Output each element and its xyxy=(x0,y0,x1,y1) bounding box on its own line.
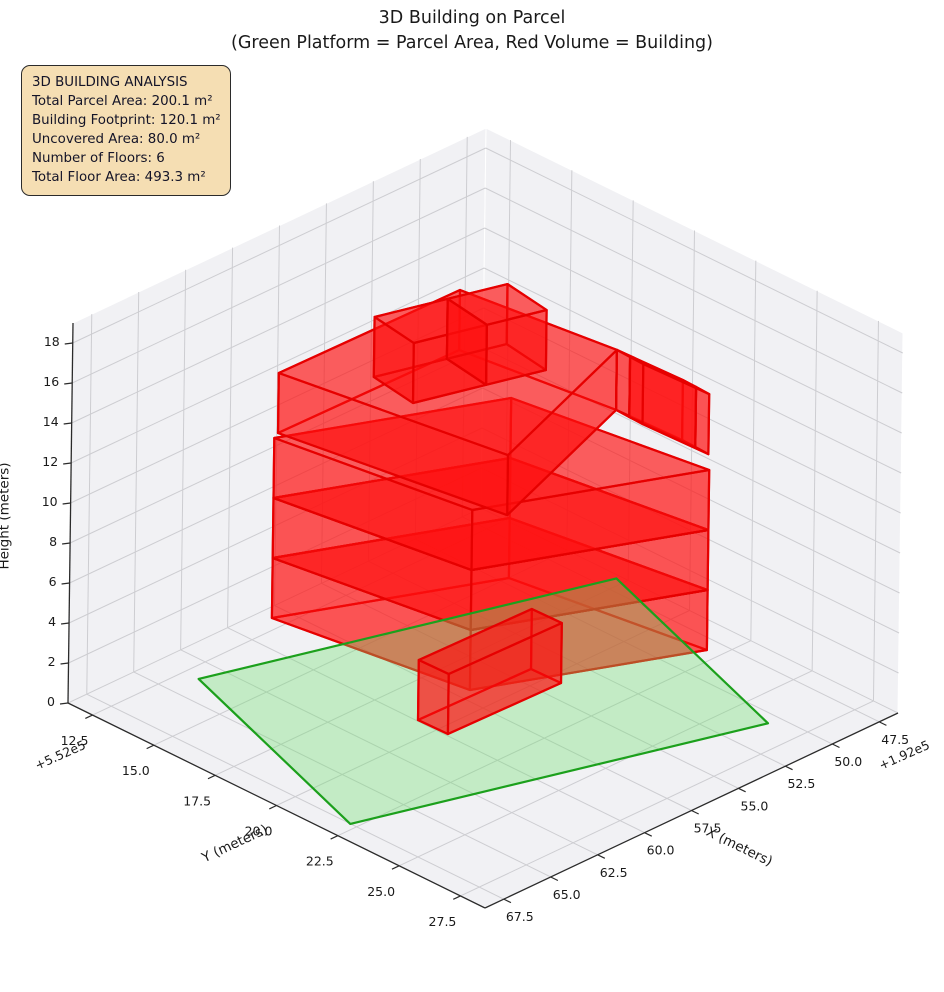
parcel-platform xyxy=(197,577,770,826)
svg-text:25.0: 25.0 xyxy=(367,884,395,899)
svg-text:57.5: 57.5 xyxy=(694,821,722,836)
info-line-floor-area: Total Floor Area: 493.3 m² xyxy=(32,170,206,185)
building-floor-4-annex-b xyxy=(628,355,711,456)
y-axis-label: Y (meters) xyxy=(198,822,270,867)
svg-text:0: 0 xyxy=(47,694,55,709)
svg-text:14: 14 xyxy=(43,414,59,429)
building-floor-5-b xyxy=(445,283,548,386)
svg-text:4: 4 xyxy=(48,614,56,629)
svg-text:60.0: 60.0 xyxy=(647,843,675,858)
svg-text:8: 8 xyxy=(49,534,57,549)
svg-text:20.0: 20.0 xyxy=(245,824,273,839)
x-axis-label: X (meters) xyxy=(704,824,775,870)
svg-text:2: 2 xyxy=(48,654,56,669)
building-floor-4 xyxy=(276,288,619,517)
building-floor-5-a xyxy=(372,297,488,405)
z-axis-label: Height (meters) xyxy=(0,462,13,569)
svg-text:55.0: 55.0 xyxy=(741,798,769,813)
svg-text:65.0: 65.0 xyxy=(553,887,581,902)
page-title: 3D Building on Parcel xyxy=(378,8,566,28)
building-ground-floor xyxy=(416,607,563,736)
svg-text:62.5: 62.5 xyxy=(600,865,628,880)
svg-text:12.5: 12.5 xyxy=(61,733,89,748)
page-subtitle: (Green Platform = Parcel Area, Red Volum… xyxy=(231,33,713,53)
svg-text:22.5: 22.5 xyxy=(306,854,334,869)
svg-text:50.0: 50.0 xyxy=(834,754,862,769)
info-line-heading: 3D BUILDING ANALYSIS xyxy=(32,75,188,90)
info-line-floors: Number of Floors: 6 xyxy=(32,151,165,166)
svg-text:47.5: 47.5 xyxy=(881,732,909,747)
axes-spines-ticks: 47.5 50.0 52.5 55.0 57.5 60.0 62.5 65.0 67.5 12.5… xyxy=(42,322,909,929)
building-floor-2 xyxy=(271,456,710,632)
grid-lines xyxy=(67,136,903,900)
svg-text:6: 6 xyxy=(49,574,57,589)
svg-text:52.5: 52.5 xyxy=(787,776,815,791)
building-floor-3 xyxy=(272,396,711,572)
svg-text:27.5: 27.5 xyxy=(429,914,457,929)
info-line-uncovered: Uncovered Area: 80.0 m² xyxy=(32,132,201,147)
info-line-footprint: Building Footprint: 120.1 m² xyxy=(32,113,221,128)
svg-text:10: 10 xyxy=(42,494,58,509)
svg-text:12: 12 xyxy=(42,454,58,469)
svg-text:15.0: 15.0 xyxy=(122,763,150,778)
analysis-info-box: 3D BUILDING ANALYSIS Total Parcel Area: … xyxy=(21,65,231,196)
svg-text:67.5: 67.5 xyxy=(506,909,534,924)
info-line-parcel-area: Total Parcel Area: 200.1 m² xyxy=(32,94,213,109)
svg-text:17.5: 17.5 xyxy=(183,793,211,808)
svg-text:18: 18 xyxy=(44,334,60,349)
svg-text:16: 16 xyxy=(43,374,59,389)
